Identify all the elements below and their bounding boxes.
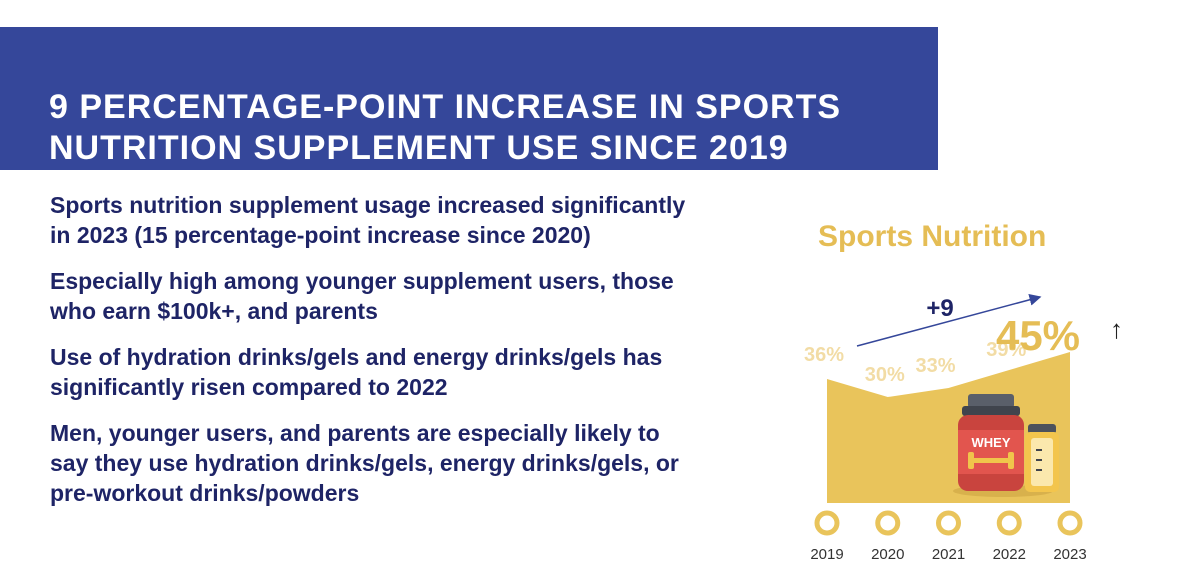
bullet-item: Use of hydration drinks/gels and energy … <box>50 344 663 400</box>
data-label: 45% <box>996 312 1080 359</box>
x-tick-label: 2022 <box>993 546 1026 563</box>
bullet-item: Especially high among younger supplement… <box>50 268 674 324</box>
whey-protein-and-shaker-icon: WHEY <box>953 394 1059 497</box>
trend-arrow: ↑ <box>1110 314 1120 344</box>
x-tick-label: 2019 <box>810 546 843 563</box>
year-marker <box>875 510 901 536</box>
data-label: 30% <box>865 364 905 386</box>
x-tick-label: 2020 <box>871 546 904 563</box>
year-marker <box>936 510 961 536</box>
chart-title: Sports Nutrition <box>818 220 1047 253</box>
area-chart: 36% 30% 33% 39%45% WHEY 2019 2020 2021 2022 202… <box>804 293 1120 563</box>
trend-line <box>856 293 1042 347</box>
data-label: 36% <box>804 344 844 366</box>
x-tick-label: 2021 <box>932 546 965 563</box>
bullet-item: Sports nutrition supplement usage increa… <box>50 192 686 248</box>
data-label: 39% <box>986 339 1026 361</box>
change-annotation: +9 <box>926 295 953 322</box>
bullet-item: Men, younger users, and parents are espe… <box>50 420 679 506</box>
year-marker <box>1057 510 1083 536</box>
year-marker <box>996 510 1022 536</box>
x-tick-label: 2023 <box>1053 546 1086 563</box>
year-marker <box>814 510 840 536</box>
data-label: 33% <box>915 355 955 377</box>
bullet-list: Sports nutrition supplement usage increa… <box>50 190 700 524</box>
title-banner: 9 PERCENTAGE-POINT INCREASE IN SPORTS NU… <box>0 27 938 170</box>
page-title: 9 PERCENTAGE-POINT INCREASE IN SPORTS NU… <box>49 88 842 167</box>
svg-text:WHEY: WHEY <box>972 435 1011 450</box>
